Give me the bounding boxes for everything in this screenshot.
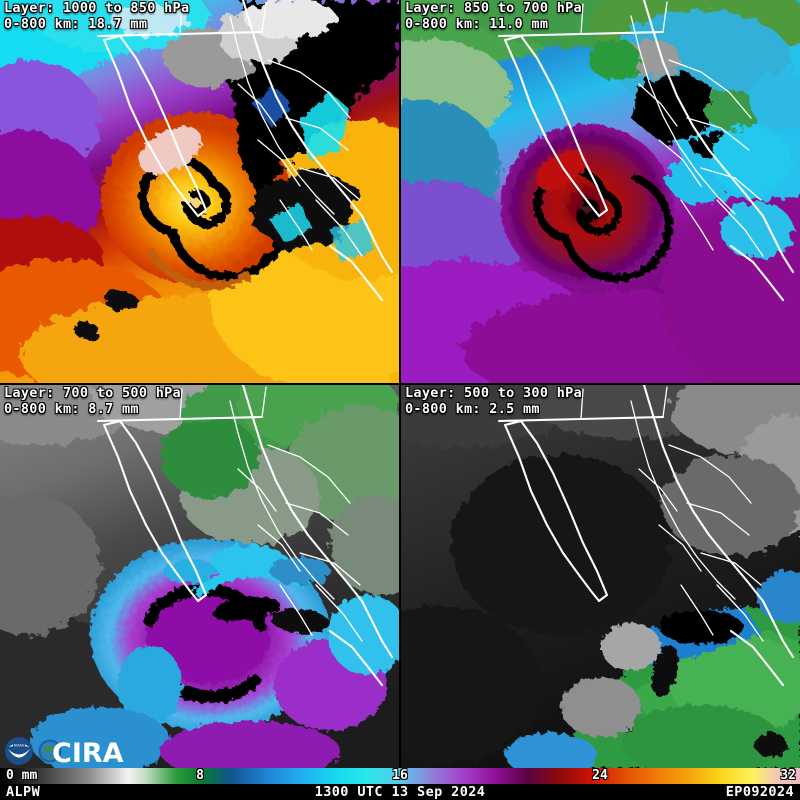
noaa-logo: NOAA: [5, 737, 33, 765]
cira-wordmark: CIRA: [52, 738, 124, 766]
panel-value-label-1: 0-800 km: 18.7 mm: [4, 15, 148, 32]
panel-700-500-hpa[interactable]: Layer: 700 to 500 hPa 0-800 km: 8.7 mm: [0, 385, 399, 768]
colorbar-tick-8: 8: [196, 768, 204, 783]
colorbar-tick-24: 24: [592, 768, 608, 783]
panel-label-1: Layer: 1000 to 850 hPa 0-800 km: 18.7 mm: [4, 0, 190, 32]
panel-value-label-4: 0-800 km: 2.5 mm: [405, 400, 540, 417]
precipitable-water-field-1: [0, 0, 399, 383]
panel-500-300-hpa[interactable]: Layer: 500 to 300 hPa 0-800 km: 2.5 mm: [401, 385, 800, 768]
cira-logo: CIRA: [38, 738, 124, 766]
precipitable-water-field-2: [401, 0, 800, 383]
panel-grid: Layer: 1000 to 850 hPa 0-800 km: 18.7 mm: [0, 0, 800, 768]
product-acronym: ALPW: [6, 784, 41, 800]
panel-layer-label-3: Layer: 700 to 500 hPa: [4, 385, 181, 401]
panel-1000-850-hpa[interactable]: Layer: 1000 to 850 hPa 0-800 km: 18.7 mm: [0, 0, 399, 383]
panel-layer-label-1: Layer: 1000 to 850 hPa: [4, 0, 190, 16]
panel-label-4: Layer: 500 to 300 hPa 0-800 km: 2.5 mm: [405, 385, 582, 417]
svg-text:NOAA: NOAA: [14, 744, 25, 748]
panel-layer-label-4: Layer: 500 to 300 hPa: [405, 385, 582, 401]
colorbar-tick-16: 16: [392, 768, 408, 783]
storm-id: EP092024: [725, 784, 794, 800]
logo-group: NOAA CIRA: [5, 737, 124, 766]
status-bar: ALPW 1300 UTC 13 Sep 2024 EP092024: [0, 784, 800, 800]
colorbar-gradient: [0, 768, 800, 784]
panel-850-700-hpa[interactable]: Layer: 850 to 700 hPa 0-800 km: 11.0 mm: [401, 0, 800, 383]
colorbar-tick-0: 0 mm: [6, 768, 38, 783]
colorbar-tick-32: 32: [780, 768, 796, 783]
panel-value-label-3: 0-800 km: 8.7 mm: [4, 400, 139, 417]
panel-value-label-2: 0-800 km: 11.0 mm: [405, 15, 549, 32]
precipitable-water-field-4: [401, 385, 800, 768]
panel-layer-label-2: Layer: 850 to 700 hPa: [405, 0, 582, 16]
panel-label-2: Layer: 850 to 700 hPa 0-800 km: 11.0 mm: [405, 0, 582, 32]
timestamp: 1300 UTC 13 Sep 2024: [314, 784, 486, 800]
colorbar[interactable]: 0 mm 8 16 24 32: [0, 768, 800, 784]
panel-label-3: Layer: 700 to 500 hPa 0-800 km: 8.7 mm: [4, 385, 181, 417]
precipitable-water-field-3: [0, 385, 399, 768]
